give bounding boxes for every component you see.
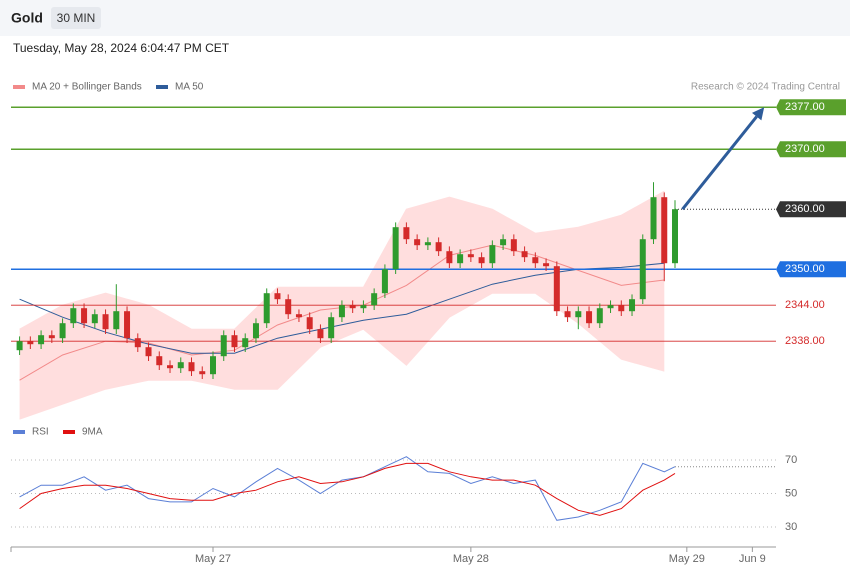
- legend-label: MA 20 + Bollinger Bands: [32, 82, 142, 93]
- candle-body: [446, 251, 453, 264]
- level-box: [776, 141, 846, 158]
- candle-body: [381, 269, 388, 294]
- candle-body: [328, 317, 335, 339]
- indicator-line: [19, 462, 676, 516]
- legend-swatch: [63, 430, 75, 434]
- candle-body: [672, 209, 679, 264]
- candle-body: [650, 197, 657, 240]
- candle-body: [467, 254, 474, 258]
- candle-body: [81, 308, 88, 324]
- candle-body: [403, 227, 410, 240]
- credit: Research © 2024 Trading Central: [691, 82, 840, 93]
- candle-body: [59, 323, 66, 339]
- level-label: 2360.00: [785, 203, 825, 215]
- candle-body: [38, 335, 45, 345]
- candle-body: [231, 335, 238, 348]
- y-tick-label: 30: [785, 521, 797, 533]
- level-box: [776, 99, 846, 116]
- candle-body: [424, 242, 431, 246]
- candle-body: [220, 335, 227, 357]
- candle-body: [16, 341, 23, 351]
- arrow-head: [751, 107, 765, 121]
- candle-body: [177, 362, 184, 369]
- candle-body: [618, 305, 625, 312]
- y-tick-label: 50: [785, 487, 797, 499]
- candle-body: [586, 311, 593, 324]
- candle-body: [70, 308, 77, 324]
- legend-swatch: [13, 85, 25, 89]
- candle-body: [285, 299, 292, 315]
- candle-body: [242, 338, 249, 348]
- y-tick-label: 70: [785, 454, 797, 466]
- timestamp: Tuesday, May 28, 2024 6:04:47 PM CET: [13, 41, 230, 55]
- candle-body: [199, 371, 206, 375]
- candle-body: [639, 239, 646, 300]
- interval-badge: [51, 7, 101, 29]
- legend-swatch: [13, 430, 25, 434]
- candle-body: [188, 362, 195, 372]
- indicator-line: [19, 456, 676, 521]
- candle-body: [435, 242, 442, 252]
- x-tick-label: May 29: [669, 553, 705, 565]
- level-label: 2338.00: [785, 335, 825, 347]
- candle-body: [91, 314, 98, 324]
- band-upper: [19, 190, 665, 330]
- candle-body: [156, 356, 163, 366]
- candle-body: [145, 347, 152, 357]
- candle-body: [317, 329, 324, 339]
- x-tick-label: Jun 9: [739, 553, 766, 565]
- candle-body: [102, 314, 109, 330]
- candle-body: [349, 305, 356, 309]
- candle-body: [274, 293, 281, 300]
- level-label: 2377.00: [785, 101, 825, 113]
- candle-body: [360, 305, 367, 309]
- header-bar: [0, 0, 850, 36]
- legend-swatch: [156, 85, 168, 89]
- candle-body: [489, 245, 496, 264]
- legend-label: MA 50: [175, 82, 204, 93]
- candle-body: [209, 356, 216, 375]
- candle-body: [113, 311, 120, 330]
- candle-body: [338, 305, 345, 318]
- trend-arrow: [681, 115, 758, 211]
- x-tick-label: May 28: [453, 553, 489, 565]
- candle-body: [48, 335, 55, 339]
- candle-body: [500, 239, 507, 246]
- legend-label: 9MA: [82, 427, 103, 438]
- candle-body: [392, 227, 399, 270]
- candle-body: [371, 293, 378, 306]
- interval: 30 MIN: [57, 11, 96, 25]
- candle-body: [543, 263, 550, 267]
- legend-label: RSI: [32, 427, 49, 438]
- candle-body: [478, 257, 485, 264]
- candle-body: [414, 239, 421, 246]
- level-box: [776, 201, 846, 218]
- level-label: 2344.00: [785, 299, 825, 311]
- candle-body: [661, 197, 668, 264]
- candle-body: [596, 308, 603, 324]
- candle-body: [457, 254, 464, 264]
- candle-body: [564, 311, 571, 318]
- level-label: 2350.00: [785, 263, 825, 275]
- candle-body: [295, 314, 302, 318]
- candle-body: [167, 365, 174, 369]
- candle-body: [134, 338, 141, 348]
- candle-body: [629, 299, 636, 312]
- candle-body: [124, 311, 131, 339]
- candle-body: [607, 305, 614, 309]
- level-box: [776, 261, 846, 278]
- candle-body: [306, 317, 313, 330]
- candle-body: [263, 293, 270, 324]
- chart-title: Gold: [11, 10, 43, 26]
- candle-body: [252, 323, 259, 339]
- candle-body: [532, 257, 539, 264]
- candle-body: [575, 311, 582, 318]
- level-label: 2370.00: [785, 143, 825, 155]
- candle-body: [553, 266, 560, 312]
- candle-body: [510, 239, 517, 252]
- candle-body: [27, 341, 34, 345]
- candle-body: [521, 251, 528, 258]
- x-tick-label: May 27: [195, 553, 231, 565]
